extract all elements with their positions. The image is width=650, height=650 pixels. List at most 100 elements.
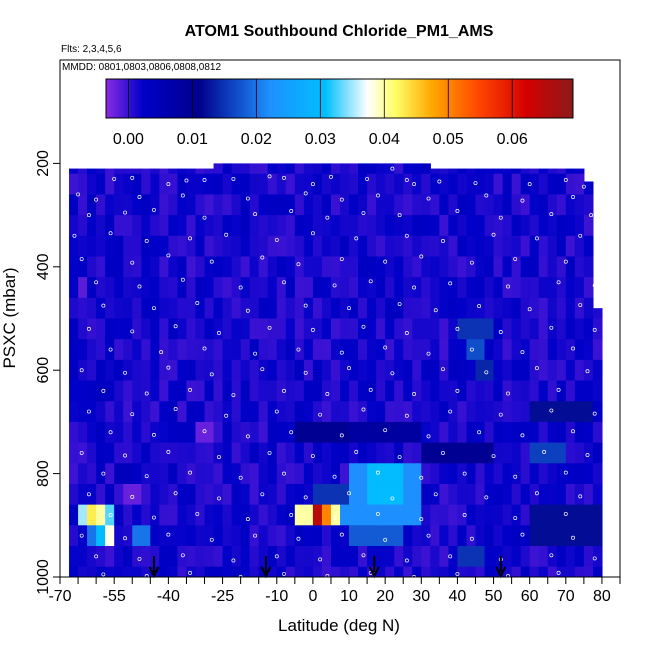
heatmap-cell — [502, 421, 513, 443]
heatmap-cell — [96, 215, 106, 237]
heatmap-cell — [565, 318, 576, 340]
heatmap-cell — [493, 359, 504, 381]
heatmap-cell — [213, 545, 224, 568]
heatmap-cell — [484, 442, 495, 464]
heatmap-cell — [96, 504, 106, 526]
heatmap-cell — [556, 545, 567, 568]
heatmap-cell — [303, 215, 314, 237]
heatmap-cell — [385, 318, 395, 340]
y-axis-label: PSXC (mbar) — [0, 267, 19, 368]
heatmap-cell — [430, 421, 440, 443]
heatmap-cell — [303, 194, 314, 216]
heatmap-cell — [475, 235, 486, 257]
sample-point — [260, 367, 265, 372]
heatmap-cell — [267, 545, 278, 568]
heatmap-cell — [529, 545, 540, 568]
heatmap-cell — [340, 504, 350, 526]
sample-point — [390, 371, 395, 376]
heatmap-cell — [493, 401, 504, 423]
sample-point — [390, 496, 395, 501]
heatmap-cell — [240, 504, 251, 526]
heatmap-cell — [421, 235, 431, 257]
heatmap-cell — [511, 504, 522, 526]
heatmap-cell — [87, 545, 97, 568]
heatmap-cell — [502, 380, 513, 402]
sample-point — [166, 182, 171, 187]
sample-point — [318, 557, 323, 562]
heatmap-cell — [222, 359, 233, 381]
heatmap-cell — [538, 421, 549, 443]
heatmap-cell — [204, 318, 215, 340]
heatmap-cell — [294, 504, 305, 526]
heatmap-cell — [358, 421, 368, 443]
sample-point — [253, 212, 258, 217]
heatmap-cell — [87, 525, 97, 547]
heatmap-cell — [430, 173, 440, 195]
heatmap-cell — [249, 566, 260, 577]
heatmap-cell — [195, 504, 206, 526]
heatmap-cell — [358, 215, 368, 237]
sample-point — [130, 412, 135, 417]
sample-point — [289, 513, 294, 517]
heatmap-cell — [204, 173, 215, 195]
heatmap-cell — [123, 545, 133, 568]
heatmap-cell — [240, 380, 251, 402]
heatmap-cell — [114, 401, 124, 423]
heatmap-cell — [249, 339, 260, 361]
sample-point — [419, 475, 424, 480]
heatmap-cell — [285, 545, 296, 568]
sample-point — [274, 237, 279, 242]
heatmap-cell — [385, 215, 395, 237]
heatmap-cell — [385, 256, 395, 278]
heatmap-cell — [466, 297, 477, 319]
heatmap-cell — [376, 215, 386, 237]
heatmap-cell — [466, 215, 477, 237]
heatmap-cell — [349, 235, 359, 257]
sample-point — [412, 392, 417, 396]
sample-points — [72, 158, 597, 577]
heatmap-cell — [330, 463, 341, 485]
heatmap-cell — [114, 339, 124, 361]
sample-point — [282, 280, 286, 285]
heatmap-cell — [430, 463, 440, 485]
heatmap-cell — [96, 297, 106, 319]
heatmap-cell — [583, 442, 594, 464]
heatmap-cell — [574, 545, 585, 568]
heatmap-cell — [150, 545, 160, 568]
heatmap-cell — [168, 256, 179, 278]
x-tick-label: 80 — [593, 588, 611, 605]
heatmap-cell — [358, 297, 368, 319]
heatmap-cell — [231, 256, 242, 278]
heatmap-cell — [267, 566, 278, 577]
heatmap-cell — [87, 566, 97, 577]
sample-point — [361, 407, 366, 412]
heatmap-cell — [583, 339, 594, 361]
sample-point — [238, 575, 243, 577]
sample-point — [513, 474, 518, 479]
heatmap-cell — [394, 194, 404, 216]
heatmap-cell — [574, 277, 585, 299]
sample-point — [347, 491, 351, 496]
sample-point — [296, 536, 301, 541]
heatmap-cell — [466, 359, 477, 381]
heatmap-cell — [303, 359, 314, 381]
sample-point — [397, 455, 402, 460]
heatmap-cell — [412, 297, 422, 319]
heatmap-cell — [141, 442, 151, 464]
heatmap-cell — [213, 359, 224, 381]
heatmap-cell — [385, 421, 395, 443]
heatmap-cell — [421, 483, 431, 506]
heatmap-cell — [520, 504, 531, 526]
heatmap-cell — [583, 297, 594, 319]
heatmap-cell — [529, 463, 540, 485]
heatmap-cell — [430, 235, 440, 257]
heatmap-cell — [285, 277, 296, 299]
heatmap-cell — [186, 401, 197, 423]
heatmap-cell — [358, 525, 368, 547]
heatmap-cell — [330, 545, 341, 568]
heatmap-cell — [96, 421, 106, 443]
heatmap-cell — [177, 215, 188, 237]
heatmap-cell — [430, 483, 440, 506]
heatmap-cell — [565, 168, 576, 175]
heatmap-cell — [583, 421, 594, 443]
